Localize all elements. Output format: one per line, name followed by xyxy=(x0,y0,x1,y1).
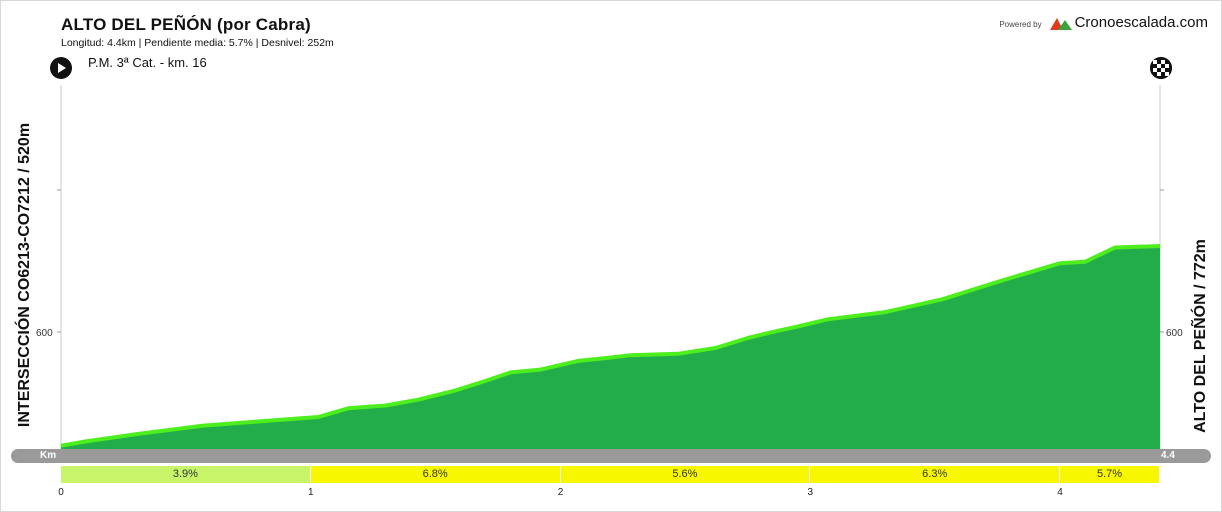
chart-title: ALTO DEL PEÑÓN (por Cabra) xyxy=(61,15,311,34)
brand-name: Cronoescalada.com xyxy=(1074,14,1208,31)
gradient-segment: 5.7% xyxy=(1060,466,1160,483)
gradient-segment: 3.9% xyxy=(61,466,311,483)
powered-by-text: Powered by xyxy=(999,19,1042,29)
x-tick-label: 2 xyxy=(557,487,564,498)
x-tick-label: 3 xyxy=(807,487,814,498)
brand[interactable]: Powered by Cronoescalada.com xyxy=(999,14,1208,31)
mountain-logo-icon xyxy=(1049,17,1072,30)
km-axis-bar xyxy=(11,449,1211,463)
gradient-segment: 5.6% xyxy=(560,466,811,483)
gradient-segment: 6.8% xyxy=(310,466,561,483)
elevation-area xyxy=(61,246,1160,450)
elevation-line xyxy=(60,244,1161,448)
play-icon[interactable] xyxy=(50,57,72,79)
chart-subtitle: Longitud: 4.4km | Pendiente media: 5.7% … xyxy=(61,37,334,49)
gradient-segment: 6.3% xyxy=(810,466,1061,483)
x-tick-label: 1 xyxy=(307,487,314,498)
x-tick-label: 0 xyxy=(58,487,64,498)
km-total-label: 4.4 xyxy=(1161,450,1175,461)
kom-annotation: P.M. 3ª Cat. - km. 16 xyxy=(88,55,207,70)
x-tick-label: 4 xyxy=(1057,487,1063,498)
checkered-flag-icon xyxy=(1150,57,1172,79)
y-tick-left: 600 xyxy=(36,328,53,339)
km-axis-label: Km xyxy=(40,450,57,461)
y-tick-right: 600 xyxy=(1166,328,1183,339)
